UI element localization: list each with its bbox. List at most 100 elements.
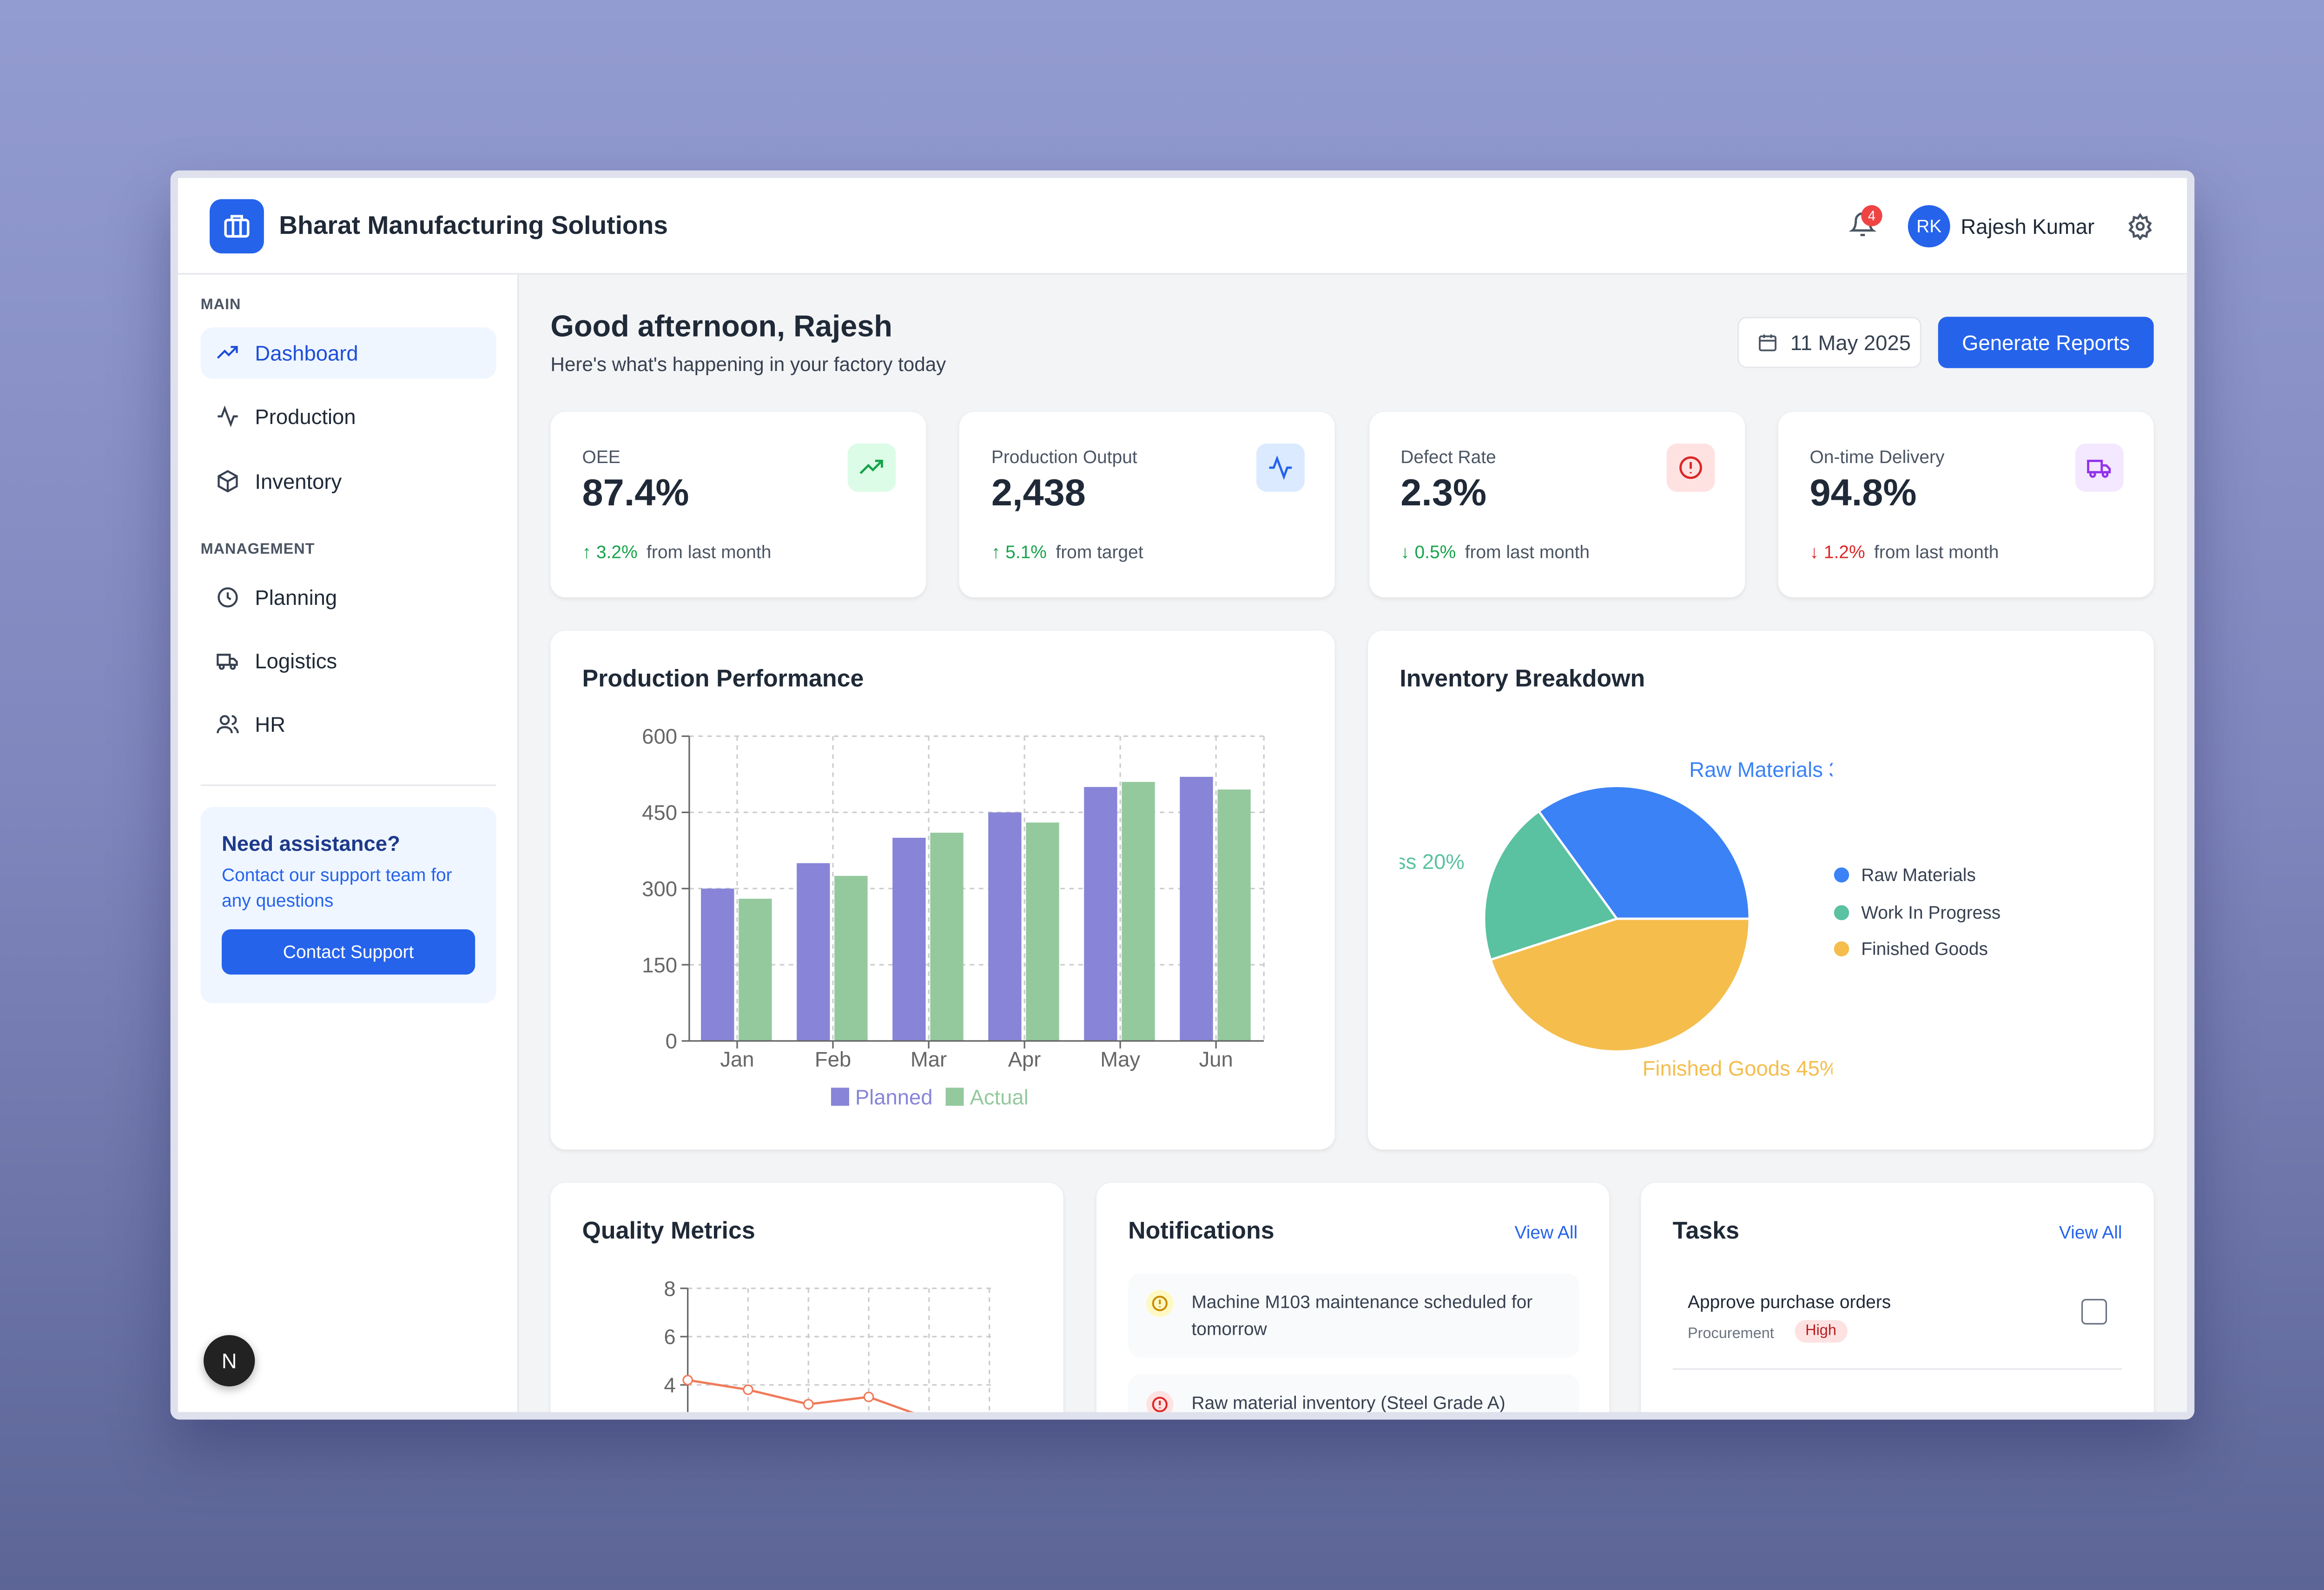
- sidebar-item-label: Logistics: [255, 649, 337, 673]
- kpi-card: OEE 87.4% ↑ 3.2% from last month: [550, 411, 926, 597]
- tasks-view-all-link[interactable]: View All: [2059, 1222, 2122, 1243]
- notification-text: Raw material inventory (Steel Grade A): [1191, 1392, 1505, 1412]
- kpi-change-note: from target: [1056, 541, 1143, 563]
- date-value: 11 May 2025: [1790, 330, 1911, 355]
- line-chart: 4 6 8: [664, 1277, 991, 1412]
- sidebar-item-label: HR: [255, 712, 286, 736]
- kpi-card: On-time Delivery 94.8% ↓ 1.2% from last mon…: [1778, 411, 2154, 597]
- y-tick-label: 8: [664, 1277, 675, 1300]
- bar-actual: [1122, 782, 1155, 1041]
- kpi-change: ↓ 1.2% from last month: [1810, 542, 1999, 563]
- date-picker[interactable]: 11 May 2025: [1737, 317, 1922, 368]
- y-tick-label: 300: [642, 877, 677, 901]
- trending-up-icon: [847, 444, 896, 492]
- pie-slice: [1483, 809, 1619, 961]
- x-tick-label: Feb: [815, 1047, 851, 1071]
- kpi-value: 87.4%: [582, 472, 689, 515]
- avatar[interactable]: RK: [1908, 205, 1950, 248]
- section-label-management: MANAGEMENT: [200, 541, 315, 558]
- sidebar-item-logistics[interactable]: Logistics: [201, 635, 496, 686]
- notifications-view-all-link[interactable]: View All: [1514, 1222, 1578, 1243]
- task-checkbox[interactable]: [2081, 1298, 2107, 1325]
- legend-item: Raw Materials: [1834, 864, 1976, 886]
- x-tick-label: May: [1100, 1047, 1140, 1071]
- page-title: Good afternoon, Rajesh: [550, 311, 892, 344]
- card-title: Production Performance: [582, 667, 864, 693]
- data-point: [863, 1391, 874, 1403]
- contact-support-button[interactable]: Contact Support: [222, 929, 475, 975]
- next-dev-button[interactable]: N: [204, 1335, 255, 1387]
- pie-chart: Raw Materials 35% Work In Progress 20% Fin…: [1368, 758, 1839, 1080]
- bar-actual: [1217, 789, 1251, 1041]
- quality-metrics-card: Quality Metrics 4 6 8: [550, 1183, 1063, 1412]
- clock-icon: [218, 587, 238, 608]
- kpi-change-note: from last month: [1874, 541, 1999, 563]
- user-name[interactable]: Rajesh Kumar: [1961, 214, 2095, 238]
- sidebar-item-label: Planning: [255, 585, 337, 610]
- generate-reports-button[interactable]: Generate Reports: [1938, 317, 2154, 368]
- kpi-value: 94.8%: [1809, 472, 1917, 515]
- kpi-change-value: ↑ 5.1%: [991, 541, 1047, 563]
- gear-icon[interactable]: [2126, 213, 2153, 248]
- slice-label: Finished Goods 45%: [1643, 1057, 1839, 1080]
- kpi-change: ↓ 0.5% from last month: [1400, 542, 1590, 563]
- bar-planned: [797, 863, 830, 1041]
- bar-planned: [701, 888, 734, 1041]
- x-tick-label: Mar: [911, 1047, 947, 1071]
- kpi-label: OEE: [582, 446, 621, 468]
- data-point: [803, 1398, 814, 1410]
- data-point: [743, 1384, 753, 1395]
- kpi-change-value: ↓ 1.2%: [1809, 541, 1865, 563]
- sidebar-item-production[interactable]: Production: [201, 391, 496, 442]
- bar-planned: [892, 838, 926, 1041]
- sidebar-item-label: Production: [255, 404, 356, 429]
- y-tick-label: 600: [642, 725, 677, 749]
- card-title: Inventory Breakdown: [1400, 667, 1645, 693]
- truck-icon: [217, 654, 238, 670]
- notification-badge: 4: [1861, 205, 1882, 226]
- bar-planned: [1180, 776, 1213, 1041]
- sidebar: MAIN Dashboard Production Inventory MANA…: [178, 274, 519, 1412]
- kpi-change-value: ↑ 3.2%: [582, 541, 638, 563]
- kpi-value: 2.3%: [1400, 472, 1487, 515]
- card-title: Notifications: [1128, 1219, 1274, 1245]
- pie-slice: [1489, 917, 1751, 1053]
- priority-badge: High: [1795, 1320, 1847, 1343]
- legend-swatch: [945, 1087, 964, 1106]
- slice-label: Work In Progress 20%: [1368, 850, 1465, 874]
- legend-label: Planned: [855, 1085, 933, 1109]
- card-title: Tasks: [1672, 1219, 1739, 1245]
- card-title: Quality Metrics: [582, 1219, 755, 1245]
- legend-swatch: [1834, 941, 1849, 957]
- legend-label: Raw Materials: [1861, 864, 1976, 886]
- app-title: Bharat Manufacturing Solutions: [279, 211, 668, 240]
- kpi-change-note: from last month: [1465, 541, 1590, 563]
- truck-icon: [2075, 444, 2124, 492]
- y-tick-label: 0: [666, 1029, 677, 1053]
- kpi-label: Production Output: [991, 446, 1137, 468]
- y-tick-label: 150: [642, 953, 677, 977]
- sidebar-item-inventory[interactable]: Inventory: [201, 456, 496, 507]
- calendar-icon: [1759, 334, 1776, 351]
- kpi-change: ↑ 5.1% from target: [991, 542, 1143, 563]
- legend-swatch: [1834, 867, 1849, 883]
- bar-planned: [988, 812, 1022, 1041]
- top-header: Bharat Manufacturing Solutions 4 RK Raje…: [178, 178, 2187, 275]
- kpi-card: Defect Rate 2.3% ↓ 0.5% from last month: [1369, 411, 1745, 597]
- pie-group: Raw Materials 35% Work In Progress 20% Fin…: [1368, 758, 1839, 1080]
- sidebar-item-dashboard[interactable]: Dashboard: [200, 327, 496, 379]
- sidebar-item-planning[interactable]: Planning: [201, 572, 496, 623]
- bar-chart: 0 150 300 450 600 Jan Feb Mar Apr May Jun Planned Ac…: [642, 725, 1265, 1109]
- kpi-label: On-time Delivery: [1809, 446, 1945, 468]
- page-subtitle: Here's what's happening in your factory …: [550, 353, 946, 376]
- box-icon: [218, 470, 238, 493]
- tasks-card: Tasks View All Approve purchase orders P…: [1641, 1183, 2154, 1412]
- notification-item[interactable]: Machine M103 maintenance scheduled for t…: [1128, 1273, 1579, 1358]
- section-label-main: MAIN: [200, 297, 241, 314]
- main-content: Good afternoon, Rajesh Here's what's hap…: [519, 275, 2187, 1412]
- notification-item[interactable]: Raw material inventory (Steel Grade A): [1128, 1374, 1579, 1412]
- factory-logo-icon: [210, 199, 264, 254]
- sidebar-item-hr[interactable]: HR: [201, 698, 496, 749]
- x-tick-label: Jan: [720, 1047, 754, 1071]
- sidebar-item-label: Dashboard: [255, 341, 358, 365]
